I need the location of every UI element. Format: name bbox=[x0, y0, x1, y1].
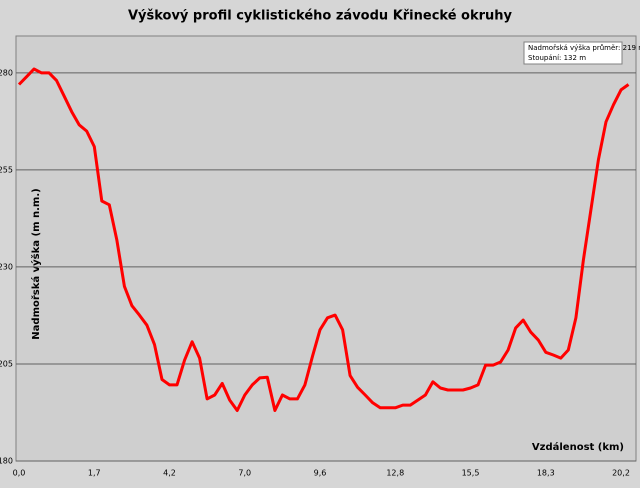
x-tick-label: 0,0 bbox=[13, 469, 26, 478]
annotation: Stoupání: 132 m bbox=[528, 54, 586, 62]
annotation-box bbox=[523, 41, 623, 65]
x-tick-label: 4,2 bbox=[163, 469, 176, 478]
plot-area bbox=[15, 35, 637, 462]
x-tick-label: 9,6 bbox=[314, 469, 327, 478]
x-tick-label: 1,7 bbox=[88, 469, 101, 478]
y-tick-label: 255 bbox=[0, 165, 13, 174]
x-tick-label: 18,3 bbox=[537, 469, 555, 478]
y-tick-label: 180 bbox=[0, 457, 13, 466]
x-tick-label: 12,8 bbox=[386, 469, 404, 478]
x-tick-label: 20,2 bbox=[612, 469, 630, 478]
y-tick-label: 230 bbox=[0, 262, 13, 271]
x-axis-label: Vzdálenost (km) bbox=[532, 441, 624, 453]
y-tick-label: 205 bbox=[0, 359, 13, 368]
y-tick-label: 280 bbox=[0, 68, 13, 77]
x-tick-label: 7,0 bbox=[238, 469, 251, 478]
chart-title: Výškový profil cyklistického závodu Křin… bbox=[128, 9, 513, 24]
y-axis-label: Nadmořská výška (m n.m.) bbox=[30, 188, 42, 339]
annotation: Nadmořská výška průměr: 219 m bbox=[528, 44, 640, 52]
line bbox=[17, 67, 630, 412]
x-tick-label: 15,5 bbox=[462, 469, 480, 478]
